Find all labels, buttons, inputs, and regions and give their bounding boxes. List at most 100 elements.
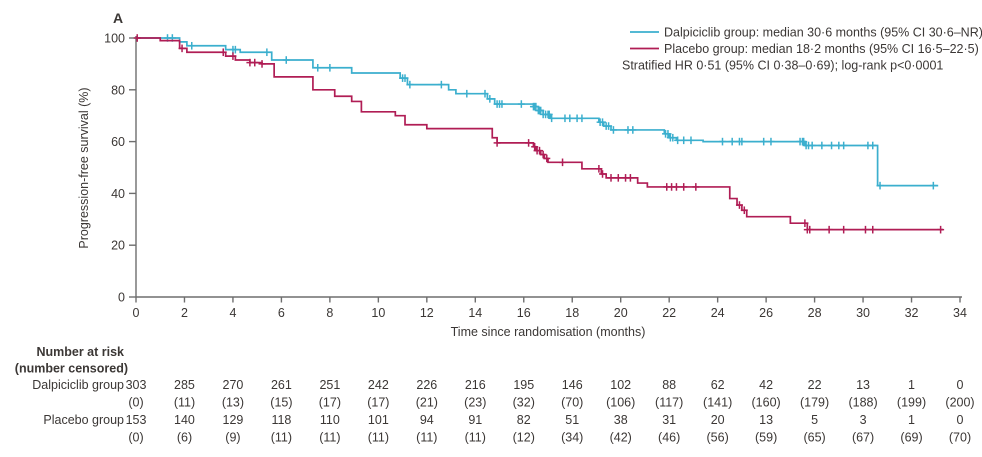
censored-value: (0)	[128, 431, 143, 445]
censored-value: (15)	[270, 396, 292, 410]
x-tick-label: 6	[278, 306, 285, 320]
censored-value: (69)	[900, 431, 922, 445]
censored-value: (179)	[800, 396, 829, 410]
x-tick-label: 18	[565, 306, 579, 320]
censored-value: (141)	[703, 396, 732, 410]
censored-value: (11)	[174, 396, 195, 410]
x-tick-label: 32	[905, 306, 919, 320]
at-risk-header-1: Number at risk	[36, 345, 124, 359]
x-tick-label: 16	[517, 306, 531, 320]
legend-label-dalpiciclib: Dalpiciclib group: median 30·6 months (9…	[664, 26, 982, 40]
censored-value: (56)	[707, 431, 729, 445]
censored-value: (6)	[177, 431, 192, 445]
y-tick-label: 80	[111, 83, 125, 97]
x-tick-label: 24	[711, 306, 725, 320]
at-risk-value: 13	[856, 378, 870, 392]
at-risk-value: 251	[319, 378, 340, 392]
y-axis-title: Progression-free survival (%)	[77, 87, 91, 248]
y-tick-label: 0	[118, 291, 125, 305]
at-risk-value: 146	[562, 378, 583, 392]
at-risk-value: 285	[174, 378, 195, 392]
at-risk-value: 42	[759, 378, 773, 392]
at-risk-value: 0	[957, 378, 964, 392]
at-risk-value: 94	[420, 413, 434, 427]
at-risk-value: 22	[808, 378, 822, 392]
x-tick-label: 14	[468, 306, 482, 320]
legend-label-placebo: Placebo group: median 18·2 months (95% C…	[664, 42, 979, 56]
at-risk-value: 38	[614, 413, 628, 427]
y-tick-label: 20	[111, 239, 125, 253]
at-risk-value: 101	[368, 413, 389, 427]
censored-value: (32)	[513, 396, 535, 410]
legend: Dalpiciclib group: median 30·6 months (9…	[622, 26, 982, 73]
at-risk-value: 216	[465, 378, 486, 392]
at-risk-value: 118	[271, 413, 291, 427]
censored-value: (59)	[755, 431, 777, 445]
at-risk-header-2: (number censored)	[15, 362, 128, 376]
at-risk-value: 51	[565, 413, 579, 427]
at-risk-value: 270	[223, 378, 244, 392]
x-tick-label: 34	[953, 306, 967, 320]
at-risk-value: 102	[610, 378, 631, 392]
censored-value: (46)	[658, 431, 680, 445]
censored-value: (67)	[852, 431, 874, 445]
censored-value: (11)	[416, 431, 437, 445]
at-risk-value: 5	[811, 413, 818, 427]
y-tick-label: 40	[111, 187, 125, 201]
censored-value: (106)	[606, 396, 635, 410]
at-risk-value: 261	[271, 378, 292, 392]
censored-value: (9)	[225, 431, 240, 445]
legend-note-hr: Stratified HR 0·51 (95% CI 0·38–0·69); l…	[622, 59, 943, 73]
censored-value: (11)	[271, 431, 292, 445]
censored-value: (42)	[610, 431, 632, 445]
censored-value: (23)	[464, 396, 486, 410]
censored-value: (11)	[319, 431, 340, 445]
censored-value: (12)	[513, 431, 535, 445]
censored-value: (200)	[945, 396, 974, 410]
x-tick-label: 22	[662, 306, 676, 320]
censored-value: (34)	[561, 431, 583, 445]
censored-value: (17)	[319, 396, 341, 410]
at-risk-table: Number at risk (number censored) Dalpici…	[15, 345, 128, 427]
x-tick-label: 30	[856, 306, 870, 320]
at-risk-values: 303 (0) 285 (11) 270 (13) 261 (15) 251 (17) 242 (17…	[126, 378, 975, 445]
at-risk-value: 140	[174, 413, 195, 427]
censored-value: (17)	[367, 396, 389, 410]
censored-value: (11)	[465, 431, 486, 445]
at-risk-value: 195	[513, 378, 534, 392]
x-tick-label: 0	[133, 306, 140, 320]
x-tick-label: 2	[181, 306, 188, 320]
x-tick-label: 20	[614, 306, 628, 320]
at-risk-value: 3	[860, 413, 867, 427]
at-risk-value: 242	[368, 378, 389, 392]
at-risk-row-label-dalpiciclib: Dalpiciclib group	[32, 378, 124, 392]
at-risk-value: 31	[662, 413, 676, 427]
at-risk-value: 13	[759, 413, 773, 427]
at-risk-value: 226	[416, 378, 437, 392]
at-risk-value: 1	[908, 378, 915, 392]
x-tick-label: 4	[229, 306, 236, 320]
at-risk-value: 62	[711, 378, 725, 392]
censored-value: (21)	[416, 396, 438, 410]
censored-value: (199)	[897, 396, 926, 410]
panel-label: A	[113, 10, 123, 26]
at-risk-value: 88	[662, 378, 676, 392]
x-axis-title: Time since randomisation (months)	[451, 325, 646, 339]
at-risk-value: 110	[320, 413, 340, 427]
at-risk-value: 82	[517, 413, 531, 427]
censored-value: (11)	[368, 431, 389, 445]
at-risk-value: 20	[711, 413, 725, 427]
censored-value: (0)	[128, 396, 143, 410]
censored-value: (70)	[561, 396, 583, 410]
at-risk-value: 303	[126, 378, 147, 392]
censored-value: (117)	[655, 396, 683, 410]
at-risk-row-label-placebo: Placebo group	[43, 413, 124, 427]
censored-value: (188)	[848, 396, 877, 410]
x-tick-label: 26	[759, 306, 773, 320]
x-tick-label: 28	[808, 306, 822, 320]
censored-value: (13)	[222, 396, 244, 410]
censored-value: (65)	[803, 431, 825, 445]
at-risk-value: 91	[468, 413, 482, 427]
